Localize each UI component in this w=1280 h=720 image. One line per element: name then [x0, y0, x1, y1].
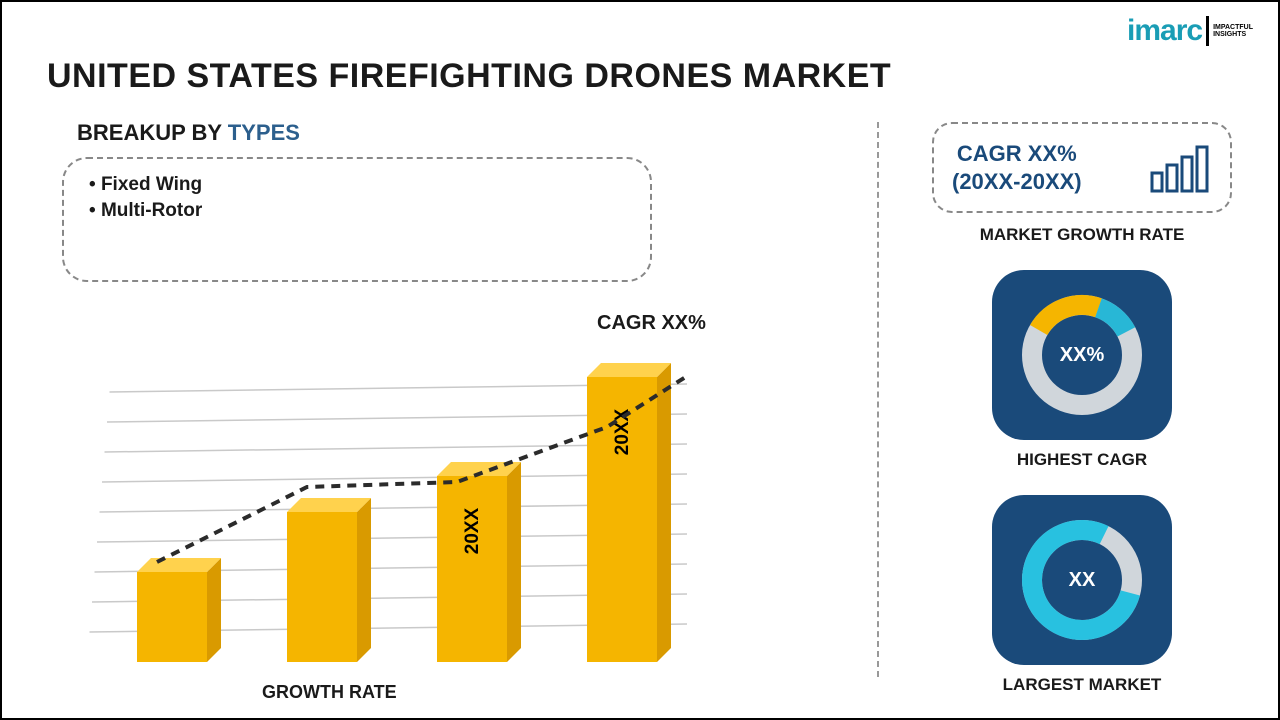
donut1-label: XX% [1060, 344, 1104, 367]
svg-text:20XX: 20XX [462, 507, 483, 554]
brand-logo: imarc IMPACTFUL INSIGHTS [1127, 14, 1253, 48]
tile1-caption: HIGHEST CAGR [1017, 450, 1147, 470]
type-item: Multi-Rotor [89, 200, 625, 222]
highest-cagr-tile: XX% [992, 270, 1172, 440]
logo-tagline: IMPACTFUL INSIGHTS [1213, 24, 1253, 38]
kpi-text: CAGR XX% (20XX-20XX) [952, 140, 1082, 195]
logo-divider [1206, 16, 1209, 46]
right-column: CAGR XX% (20XX-20XX) MARKET GROWTH RATE … [922, 122, 1242, 695]
chart-axis-label: GROWTH RATE [262, 682, 397, 703]
breakup-heading: BREAKUP BY TYPES [77, 120, 300, 146]
logo-word: imarc [1127, 14, 1202, 48]
types-box: Fixed Wing Multi-Rotor [62, 157, 652, 282]
page-title: UNITED STATES FIREFIGHTING DRONES MARKET [47, 57, 891, 96]
vertical-divider [877, 122, 879, 677]
tile2-caption: LARGEST MARKET [1003, 675, 1162, 695]
types-list: Fixed Wing Multi-Rotor [89, 174, 625, 222]
type-item: Fixed Wing [89, 174, 625, 196]
kpi-caption: MARKET GROWTH RATE [980, 225, 1185, 245]
kpi-box: CAGR XX% (20XX-20XX) [932, 122, 1232, 213]
donut2-label: XX [1069, 569, 1096, 592]
growth-chart: 20XX20XX [77, 332, 687, 662]
largest-market-tile: XX [992, 495, 1172, 665]
bar-growth-icon [1148, 141, 1212, 195]
